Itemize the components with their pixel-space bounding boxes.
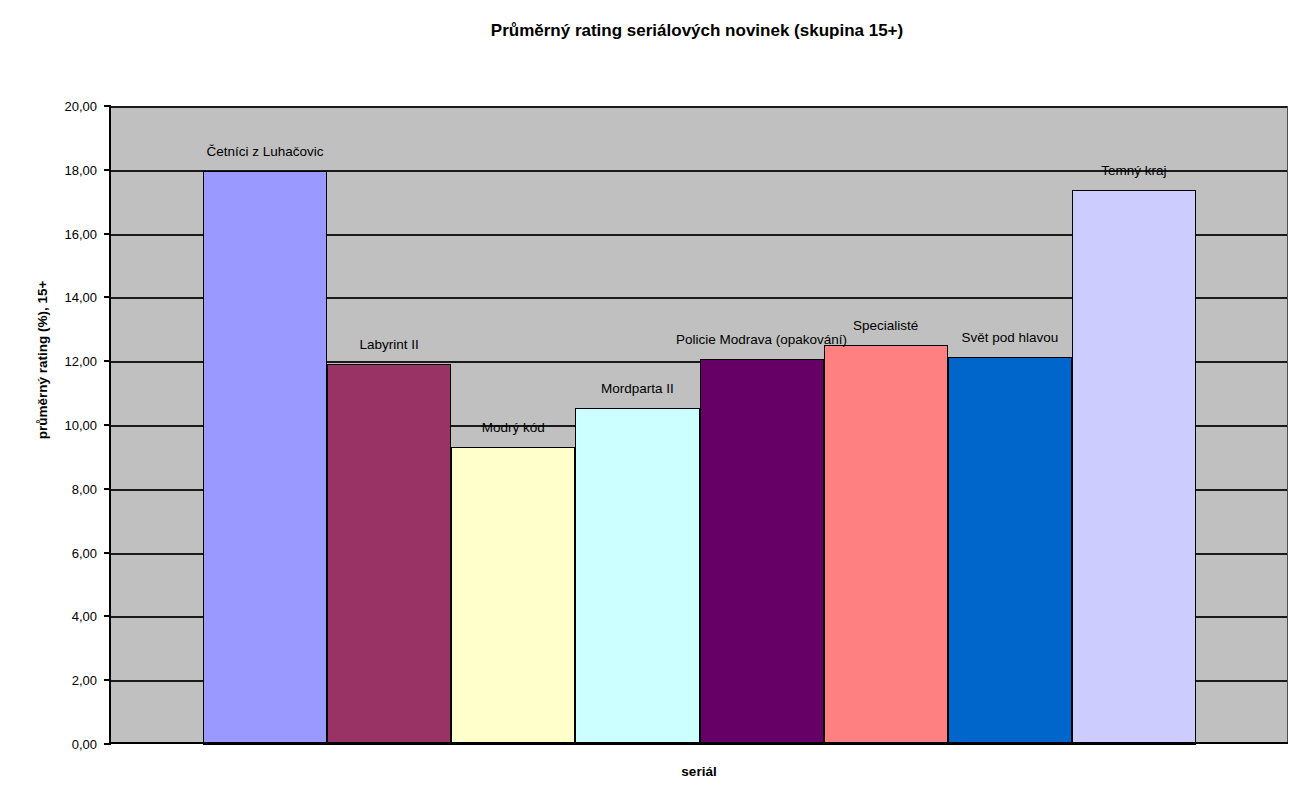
bar (1072, 190, 1196, 745)
bar (824, 345, 948, 745)
y-axis-tick-label: 18,00 (64, 162, 97, 177)
bar-label: Četníci z Luhačovic (207, 144, 324, 160)
y-axis-tick-mark (104, 488, 111, 490)
bar-label: Policie Modrava (opakování) (676, 332, 847, 348)
y-axis-tick-label: 0,00 (72, 737, 97, 752)
y-axis-title: průměrný rating (%), 15+ (35, 281, 50, 440)
y-axis-tick-label: 10,00 (64, 418, 97, 433)
y-axis-tick-label: 12,00 (64, 354, 97, 369)
plot-area: Četníci z Luhačovic Labyrint II Modrý kód M… (111, 106, 1288, 744)
y-axis-tick-mark (104, 679, 111, 681)
bar-label: Modrý kód (482, 420, 545, 436)
y-axis-tick-label: 14,00 (64, 290, 97, 305)
bar (451, 447, 575, 745)
bar (700, 359, 824, 745)
y-axis-tick-mark (104, 105, 111, 107)
y-axis-tick-mark (104, 360, 111, 362)
chart-title: Průměrný rating seriálových novinek (sku… (491, 21, 903, 41)
gridline (111, 106, 1287, 108)
y-axis-tick-label: 2,00 (72, 673, 97, 688)
y-axis-tick-mark (104, 169, 111, 171)
y-axis-tick-mark (104, 424, 111, 426)
y-axis-tick-mark (104, 615, 111, 617)
bar-label: Labyrint II (360, 337, 419, 353)
y-axis-tick-label: 16,00 (64, 226, 97, 241)
bar-label: Mordparta II (601, 381, 674, 397)
y-axis-tick-label: 8,00 (72, 481, 97, 496)
y-axis-tick-label: 6,00 (72, 545, 97, 560)
y-axis-tick-mark (104, 233, 111, 235)
bar (327, 364, 451, 745)
y-axis-tick-label: 20,00 (64, 99, 97, 114)
y-axis-tick-mark (104, 552, 111, 554)
x-axis-line (109, 742, 1288, 744)
x-axis-title: seriál (681, 764, 716, 779)
chart-canvas: Průměrný rating seriálových novinek (sku… (0, 0, 1300, 802)
bar (575, 408, 699, 745)
y-axis-tick-label: 4,00 (72, 609, 97, 624)
y-axis-tick-mark (104, 743, 111, 745)
y-axis-tick-mark (104, 296, 111, 298)
bar-label: Specialisté (853, 318, 918, 334)
bar-label: Svět pod hlavou (961, 330, 1058, 346)
bar (948, 357, 1072, 745)
bar-label: Temný kraj (1101, 163, 1166, 179)
bar (203, 171, 327, 745)
